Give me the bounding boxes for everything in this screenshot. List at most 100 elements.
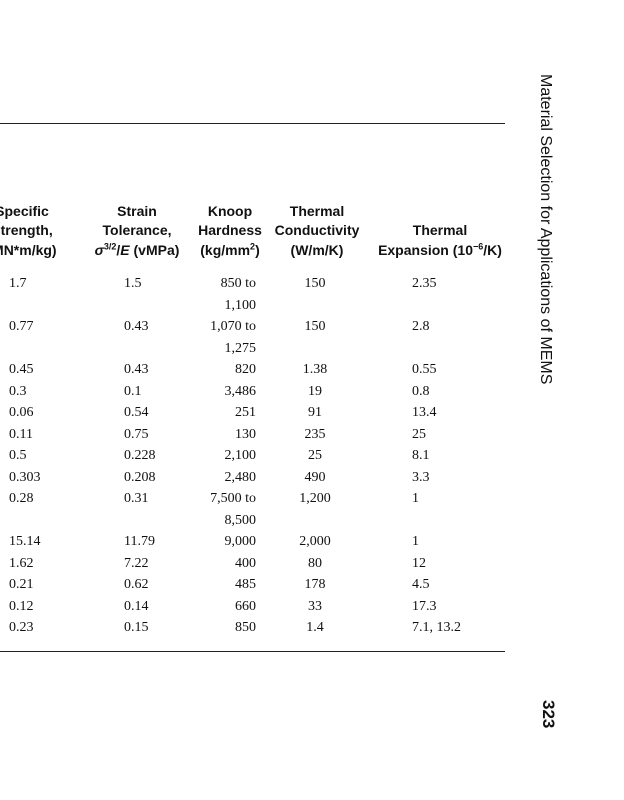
table-cell: 4.5 [412,577,430,592]
table-cell: 2,000 [299,534,331,549]
table-cell: 19 [308,383,322,399]
table-cell: 3,486 [224,383,257,399]
table-cell: 1 [412,491,419,506]
table-cell: 9,000 [224,534,257,549]
header-line: Conductivity [242,221,392,241]
table-cell: 235 [304,426,326,442]
column-header: Knoop Hardness (kg/mm2) [155,200,305,260]
header-text: (MN*m/kg) [0,241,57,258]
table-cell: 2.35 [412,276,437,291]
table-cell: 0.62 [124,577,149,592]
table-cell: 1.4 [306,620,324,635]
header-text: ) [255,241,260,258]
table-cell: 0.43 [124,319,149,334]
table-cell: 12 [412,555,426,571]
header-line: Hardness [155,221,305,241]
table-cell: 7.1, 13.2 [412,620,461,635]
table-cell: 150 [304,319,326,334]
column-header: Thermal Expansion (10−6/K) [365,200,515,260]
table-cell: 0.28 [9,491,34,506]
table-cell: 0.12 [9,598,34,614]
header-text: Knoop [207,202,253,219]
table-cell: 0.55 [412,362,437,377]
table-cell: 25 [308,448,322,463]
header-text: Hardness [198,222,262,238]
table-cell: 0.5 [9,448,27,463]
table-cell: 485 [235,577,256,592]
table-cell: 80 [308,555,322,571]
table-cell: 178 [304,577,326,592]
table-cell: 0.208 [124,469,156,485]
header-text: E [120,241,130,258]
table-cell: 0.77 [9,319,34,334]
table-cell: 0.06 [9,405,34,420]
bottom-rule [0,651,505,652]
table-cell: 1 [412,534,419,549]
table-cell: 15.14 [9,534,41,549]
header-text: /K) [483,241,502,258]
header-text: Specific [0,202,49,219]
table-cell: 91 [308,405,322,420]
table-cell: 0.228 [124,448,156,463]
header-line: Tolerance, [62,221,212,241]
table-cell: 8.1 [412,448,430,463]
table-row: 1.62 7.22 400 80 12 [0,553,520,575]
table-cell: 17.3 [412,598,437,614]
table-cell: 7,500 to 8,500 [210,491,256,528]
table-cell: 0.14 [124,598,149,614]
table-cell: 251 [235,405,256,420]
header-text: (W/m/K) [290,241,344,258]
table-cell: 0.3 [9,383,27,399]
table-cell: 3.3 [412,469,430,485]
table-row: 0.23 0.15 850 1.4 7.1, 13.2 [0,617,520,639]
table-row: 0.45 0.43 820 1.38 0.55 [0,359,520,381]
table-cell: 1,200 [299,491,331,506]
table-cell: 1,070 to 1,275 [210,319,256,356]
table-row: 1.7 1.5 850 to 1,100 150 2.35 [0,273,520,316]
table-cell: 7.22 [124,555,149,571]
top-rule [0,123,505,124]
header-text: (vMPa) [129,241,180,258]
table-cell: 13.4 [412,405,437,420]
header-line: Thermal [365,221,515,241]
table-cell: 25 [412,426,426,442]
table-cell: 130 [235,426,256,442]
table-row: 0.5 0.228 2,100 25 8.1 [0,445,520,467]
table-cell: 820 [235,362,256,377]
table-row: 0.12 0.14 660 33 17.3 [0,596,520,618]
table-cell: 2,480 [224,469,257,485]
header-text: Thermal [412,222,468,238]
table-cell: 0.11 [9,426,33,442]
column-header: Strain Tolerance, σ3/2/E (vMPa) [62,200,212,260]
table-cell: 0.54 [124,405,149,420]
header-text: σ [94,241,104,258]
table-row: 0.06 0.54 251 91 13.4 [0,402,520,424]
header-text: 3/2 [103,240,117,251]
table-cell: 0.15 [124,620,149,635]
header-text: Conductivity [274,222,360,238]
header-line: (MN*m/kg) [0,241,97,261]
table-cell: 0.43 [124,362,149,377]
table-cell: 150 [304,276,326,291]
column-header: Thermal Conductivity (W/m/K) [242,200,392,260]
table-cell: 0.23 [9,620,34,635]
header-line: Strength, [0,221,97,241]
header-text: (kg/mm [200,241,251,258]
header-text: Expansion (10 [378,241,473,258]
table-cell: 0.303 [9,469,41,485]
table-cell: 0.75 [124,426,149,442]
table-row: 15.14 11.79 9,000 2,000 1 [0,531,520,553]
table-cell: 850 [235,620,256,635]
table-cell: 0.45 [9,362,34,377]
table-cell: 400 [235,555,256,571]
table-cell: 490 [304,469,326,485]
table-row: 0.3 0.1 3,486 19 0.8 [0,381,520,403]
table-cell: 1.7 [9,276,27,291]
header-text: / [116,241,121,258]
header-text: Strength, [0,222,53,238]
table-row: 0.77 0.43 1,070 to 1,275 150 2.8 [0,316,520,359]
table-cell: 660 [235,598,256,614]
table-row: 0.28 0.31 7,500 to 8,500 1,200 1 [0,488,520,531]
table-cell: 2,100 [224,448,257,463]
